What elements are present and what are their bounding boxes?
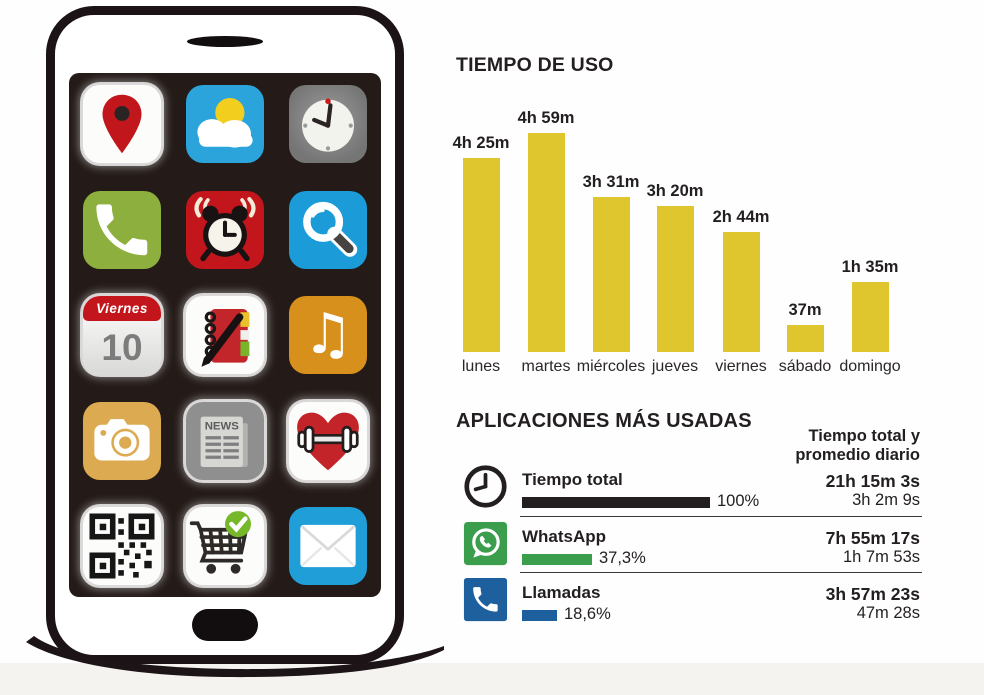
bar-viernes: [722, 232, 760, 352]
qr-code-app-icon: [83, 507, 161, 585]
bar-category-label: domingo: [839, 358, 901, 375]
bar-domingo: [851, 282, 889, 352]
bar-value-label: 37m: [788, 301, 822, 319]
apps-column-header-line2: promedio diario: [795, 446, 920, 464]
weather-app-icon: [186, 85, 264, 163]
total-time-value: 3h 57m 23s: [825, 584, 920, 604]
total-time-value: 7h 55m 17s: [825, 528, 920, 548]
usage-row-whatsapp: WhatsApp 37,3% 7h 55m 17s 1h 7m 53s: [456, 519, 922, 573]
bar-lunes: [462, 158, 500, 352]
usage-percent-label: 37,3%: [599, 549, 646, 567]
usage-bar-whatsapp: [522, 554, 592, 565]
daily-usage-bar-chart: 4h 25m lunes 4h 59m martes 3h 31m miérco…: [453, 100, 922, 378]
bar-column-miercoles: 3h 31m miércoles: [565, 100, 657, 378]
usage-row-label: Tiempo total: [522, 470, 623, 489]
usage-percent-label: 18,6%: [564, 605, 611, 623]
music-app-icon: ♫: [289, 296, 367, 374]
clock-icon: [463, 464, 508, 509]
bar-jueves: [656, 206, 694, 352]
usage-row-label: Llamadas: [522, 583, 601, 602]
bar-miercoles: [592, 197, 630, 352]
camera-app-icon: [83, 401, 161, 480]
row-divider: [520, 516, 922, 517]
mail-app-icon: [289, 507, 367, 585]
usage-row-values: 7h 55m 17s 1h 7m 53s: [826, 529, 920, 567]
bar-value-label: 4h 59m: [517, 109, 575, 127]
calendar-day-number: 10: [101, 326, 143, 368]
bar-category-label: jueves: [651, 358, 699, 375]
whatsapp-icon: [463, 521, 508, 566]
usage-row-label: WhatsApp: [522, 527, 607, 546]
music-note-glyph: ♫: [302, 302, 354, 367]
total-time-value: 21h 15m 3s: [825, 471, 920, 491]
daily-average-value: 1h 7m 53s: [842, 548, 920, 566]
daily-average-value: 3h 2m 9s: [852, 491, 920, 509]
fitness-app-icon: [289, 401, 367, 480]
bar-value-label: 3h 20m: [646, 182, 704, 200]
notes-app-icon: [186, 296, 264, 374]
search-app-icon: [289, 190, 367, 269]
bar-martes: [527, 133, 565, 352]
phone-icon: [463, 577, 508, 622]
bar-category-label: lunes: [461, 358, 501, 375]
bar-value-label: 2h 44m: [712, 208, 770, 226]
bar-category-label: viernes: [715, 358, 767, 375]
bar-category-label: miércoles: [576, 358, 646, 375]
clock-app-icon: [289, 85, 367, 163]
shopping-cart-app-icon: [186, 507, 264, 585]
row-divider: [520, 572, 922, 573]
bar-column-jueves: 3h 20m jueves: [629, 100, 721, 378]
bar-column-lunes: 4h 25m lunes: [435, 100, 527, 378]
bar-column-domingo: 1h 35m domingo: [824, 100, 916, 378]
bar-value-label: 4h 25m: [452, 134, 510, 152]
bar-column-viernes: 2h 44m viernes: [695, 100, 787, 378]
bar-value-label: 3h 31m: [582, 173, 640, 191]
calendar-app-icon: Viernes 10: [83, 296, 161, 374]
alarm-app-icon: [186, 190, 264, 269]
bar-column-martes: 4h 59m martes: [500, 100, 592, 378]
apps-column-header-line1: Tiempo total y: [808, 427, 920, 445]
usage-percent-label: 100%: [717, 492, 760, 510]
daily-average-value: 47m 28s: [856, 604, 920, 622]
bar-category-label: martes: [521, 358, 571, 375]
phone-screen: Viernes 10 ♫: [69, 73, 381, 597]
maps-app-icon: [83, 85, 161, 163]
apps-column-header: Tiempo total y promedio diario: [795, 427, 920, 465]
bar-category-label: sábado: [778, 358, 832, 375]
apps-section-title: APLICACIONES MÁS USADAS: [456, 410, 752, 432]
bar-sabado: [786, 325, 824, 352]
phone-ground-shadow: [26, 636, 444, 678]
phone-app-icon: [83, 190, 161, 269]
usage-bar-tiempo-total: [522, 497, 710, 508]
usage-row-values: 21h 15m 3s 3h 2m 9s: [826, 472, 920, 510]
usage-row-values: 3h 57m 23s 47m 28s: [826, 585, 920, 623]
news-masthead-text: NEWS: [205, 420, 240, 432]
bar-column-sabado: 37m sábado: [759, 100, 851, 378]
usage-chart-title: TIEMPO DE USO: [456, 54, 614, 76]
phone-speaker: [187, 36, 263, 47]
usage-row-tiempo-total: Tiempo total 100% 21h 15m 3s 3h 2m 9s: [456, 462, 922, 516]
smartphone-illustration: Viernes 10 ♫: [46, 6, 404, 664]
calendar-weekday-label: Viernes: [83, 296, 161, 321]
bar-value-label: 1h 35m: [841, 258, 899, 276]
usage-row-llamadas: Llamadas 18,6% 3h 57m 23s 47m 28s: [456, 575, 922, 629]
news-app-icon: NEWS: [186, 401, 264, 480]
phone-home-button: [192, 609, 258, 641]
usage-bar-llamadas: [522, 610, 557, 621]
